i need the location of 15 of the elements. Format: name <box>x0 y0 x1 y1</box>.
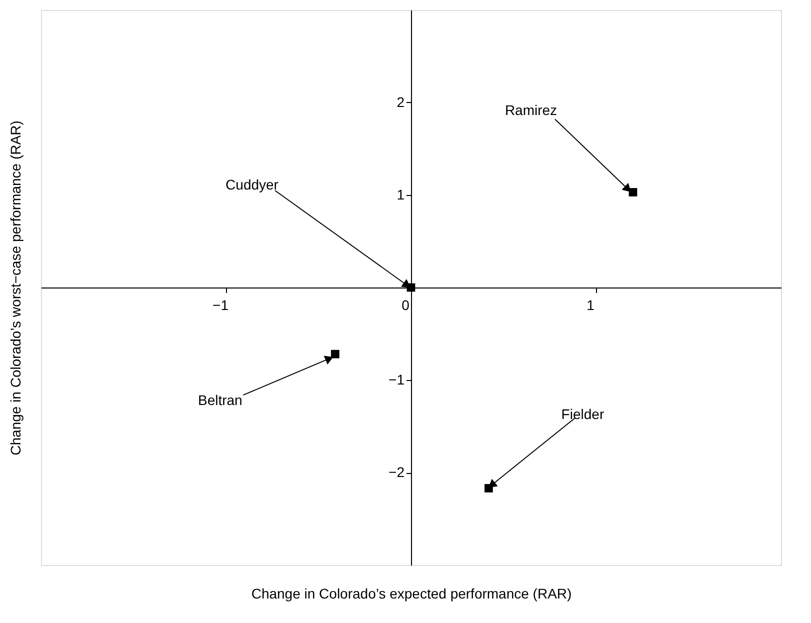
annotation: Fielder <box>561 406 604 422</box>
point <box>330 350 340 358</box>
annotation: Ramirez <box>504 102 558 118</box>
annotation: Beltran <box>198 392 242 408</box>
y-tick-label: 2 <box>396 94 405 110</box>
x-axis-title: Change in Colorado’s expected performance (RAR) <box>251 586 572 602</box>
y-tick-label: 1 <box>396 186 405 202</box>
y-axis-title: Change in Colorado’s worst−case performance (RAR) <box>8 120 24 456</box>
annotation: Cuddyer <box>226 176 279 192</box>
x-tick-label: 0 <box>402 297 410 313</box>
y-tick-label: −1 <box>388 372 405 388</box>
x-tick-label: −1 <box>212 297 229 313</box>
y-tick-label: −2 <box>388 464 405 480</box>
point <box>628 188 638 196</box>
x-tick-label: 1 <box>586 297 595 313</box>
